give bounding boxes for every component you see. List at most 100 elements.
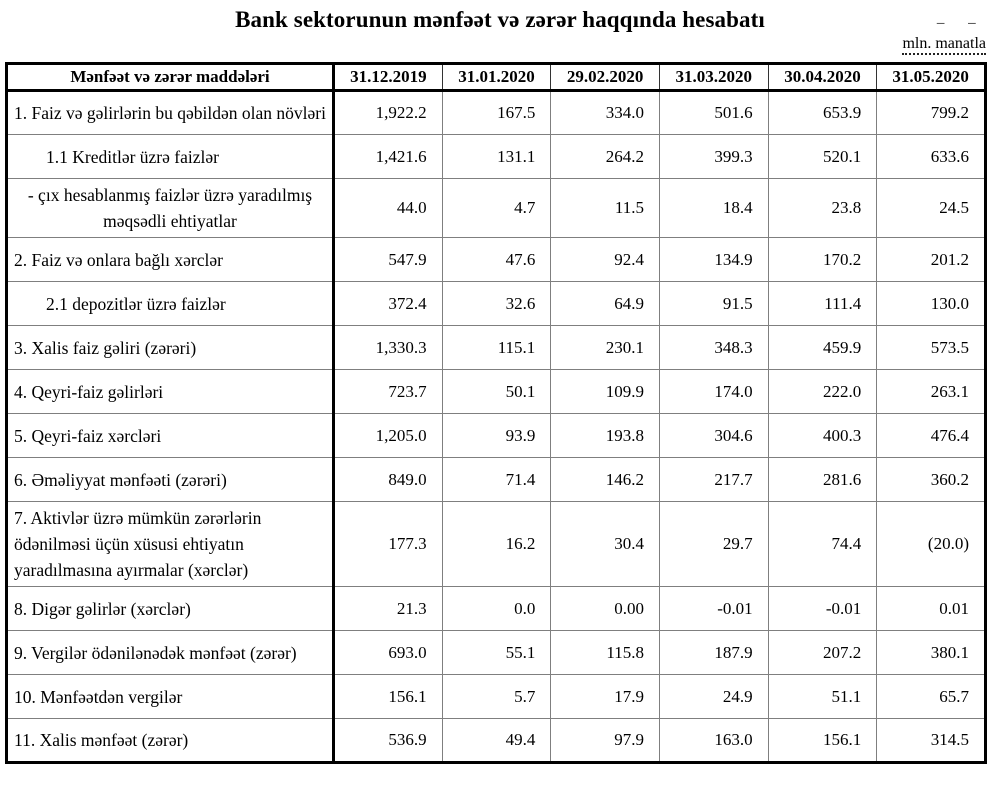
value-cell: 174.0 bbox=[658, 369, 769, 414]
profit-loss-table: Mənfəət və zərər maddələri 31.12.2019 31.0… bbox=[5, 62, 987, 764]
value-cell: 459.9 bbox=[767, 325, 878, 370]
row-label: 5. Qeyri-faiz xərcləri bbox=[6, 413, 335, 458]
value-cell: 71.4 bbox=[441, 457, 552, 502]
header-date-column: 31.01.2020 bbox=[441, 63, 552, 92]
value-cell: 167.5 bbox=[441, 90, 552, 135]
value-cell: 372.4 bbox=[333, 281, 443, 326]
table-row: 1. Faiz və gəlirlərin bu qəbildən olan n… bbox=[6, 90, 986, 135]
value-cell: 520.1 bbox=[767, 134, 878, 179]
table-header: Mənfəət və zərər maddələri 31.12.2019 31.0… bbox=[6, 63, 986, 92]
value-cell: 24.5 bbox=[876, 178, 986, 238]
header-date-column: 31.03.2020 bbox=[658, 63, 769, 92]
value-cell: 476.4 bbox=[876, 413, 986, 458]
value-cell: 130.0 bbox=[876, 281, 986, 326]
value-cell: 11.5 bbox=[550, 178, 660, 238]
value-cell: 55.1 bbox=[441, 630, 552, 675]
value-cell: 146.2 bbox=[550, 457, 660, 502]
value-cell: 21.3 bbox=[333, 586, 443, 631]
value-cell: 281.6 bbox=[767, 457, 878, 502]
row-label: 1.1 Kreditlər üzrə faizlər bbox=[6, 134, 335, 179]
value-cell: 547.9 bbox=[333, 237, 443, 282]
value-cell: 111.4 bbox=[767, 281, 878, 326]
value-cell: 263.1 bbox=[876, 369, 986, 414]
value-cell: 849.0 bbox=[333, 457, 443, 502]
value-cell: 16.2 bbox=[441, 501, 552, 587]
value-cell: 0.01 bbox=[876, 586, 986, 631]
value-cell: 134.9 bbox=[658, 237, 769, 282]
table-row: 11. Xalis mənfəət (zərər) 536.9 49.4 97.9 16… bbox=[6, 718, 986, 763]
value-cell: 30.4 bbox=[550, 501, 660, 587]
value-cell: 653.9 bbox=[767, 90, 878, 135]
value-cell: 177.3 bbox=[333, 501, 443, 587]
value-cell: 334.0 bbox=[550, 90, 660, 135]
value-cell: 536.9 bbox=[333, 718, 443, 763]
value-cell: 92.4 bbox=[550, 237, 660, 282]
unit-note-label: mln. manatla bbox=[902, 35, 986, 55]
value-cell: 74.4 bbox=[767, 501, 878, 587]
value-cell: 1,421.6 bbox=[333, 134, 443, 179]
value-cell: 156.1 bbox=[767, 718, 878, 763]
row-label: 11. Xalis mənfəət (zərər) bbox=[6, 718, 335, 763]
value-cell: 109.9 bbox=[550, 369, 660, 414]
value-cell: 217.7 bbox=[658, 457, 769, 502]
row-label: 4. Qeyri-faiz gəlirləri bbox=[6, 369, 335, 414]
value-cell: 17.9 bbox=[550, 674, 660, 719]
table-row: 5. Qeyri-faiz xərcləri 1,205.0 93.9 193.8 30… bbox=[6, 413, 986, 458]
table-row: 9. Vergilər ödənilənədək mənfəət (zərər)… bbox=[6, 630, 986, 675]
table-row: 3. Xalis faiz gəliri (zərəri) 1,330.3 115.… bbox=[6, 325, 986, 370]
table-row: 2. Faiz və onlara bağlı xərclər 547.9 47.6… bbox=[6, 237, 986, 282]
row-label: 2.1 depozitlər üzrə faizlər bbox=[6, 281, 335, 326]
value-cell: 693.0 bbox=[333, 630, 443, 675]
value-cell: 501.6 bbox=[658, 90, 769, 135]
value-cell: 222.0 bbox=[767, 369, 878, 414]
value-cell: 44.0 bbox=[333, 178, 443, 238]
value-cell: 163.0 bbox=[658, 718, 769, 763]
overbar-marks: ¯ ¯ bbox=[936, 22, 986, 38]
table-row: 6. Əməliyyat mənfəəti (zərəri) 849.0 71.4 1… bbox=[6, 457, 986, 502]
value-cell: 32.6 bbox=[441, 281, 552, 326]
value-cell: 24.9 bbox=[658, 674, 769, 719]
value-cell: 91.5 bbox=[658, 281, 769, 326]
table-row: 10. Mənfəətdən vergilər 156.1 5.7 17.9 24.9 5… bbox=[6, 674, 986, 719]
value-cell: 4.7 bbox=[441, 178, 552, 238]
value-cell: 50.1 bbox=[441, 369, 552, 414]
table-row: 7. Aktivlər üzrə mümkün zərərlərin ödəni… bbox=[6, 501, 986, 587]
value-cell: -0.01 bbox=[658, 586, 769, 631]
header-date-column: 29.02.2020 bbox=[550, 63, 660, 92]
value-cell: 23.8 bbox=[767, 178, 878, 238]
value-cell: 115.8 bbox=[550, 630, 660, 675]
value-cell: 18.4 bbox=[658, 178, 769, 238]
row-label: 9. Vergilər ödənilənədək mənfəət (zərər) bbox=[6, 630, 335, 675]
value-cell: 360.2 bbox=[876, 457, 986, 502]
value-cell: 0.0 bbox=[441, 586, 552, 631]
value-cell: 264.2 bbox=[550, 134, 660, 179]
table-row: - çıx hesablanmış faizlər üzrə yaradılmı… bbox=[6, 178, 986, 238]
row-label: 2. Faiz və onlara bağlı xərclər bbox=[6, 237, 335, 282]
header-date-column: 31.05.2020 bbox=[876, 63, 986, 92]
value-cell: 49.4 bbox=[441, 718, 552, 763]
value-cell: (20.0) bbox=[876, 501, 986, 587]
unit-note: ¯ ¯ mln. manatla bbox=[902, 22, 986, 55]
header-items-column: Mənfəət və zərər maddələri bbox=[6, 63, 335, 92]
value-cell: 131.1 bbox=[441, 134, 552, 179]
value-cell: 400.3 bbox=[767, 413, 878, 458]
value-cell: 51.1 bbox=[767, 674, 878, 719]
value-cell: 399.3 bbox=[658, 134, 769, 179]
value-cell: 187.9 bbox=[658, 630, 769, 675]
value-cell: 115.1 bbox=[441, 325, 552, 370]
value-cell: 5.7 bbox=[441, 674, 552, 719]
value-cell: -0.01 bbox=[767, 586, 878, 631]
value-cell: 93.9 bbox=[441, 413, 552, 458]
value-cell: 193.8 bbox=[550, 413, 660, 458]
value-cell: 97.9 bbox=[550, 718, 660, 763]
row-label: 7. Aktivlər üzrə mümkün zərərlərin ödəni… bbox=[6, 501, 335, 587]
row-label: 1. Faiz və gəlirlərin bu qəbildən olan n… bbox=[6, 90, 335, 135]
value-cell: 201.2 bbox=[876, 237, 986, 282]
value-cell: 633.6 bbox=[876, 134, 986, 179]
value-cell: 156.1 bbox=[333, 674, 443, 719]
table-row: 2.1 depozitlər üzrə faizlər 372.4 32.6 64.9… bbox=[6, 281, 986, 326]
table-row: 8. Digər gəlirlər (xərclər) 21.3 0.0 0.00 -0… bbox=[6, 586, 986, 631]
value-cell: 170.2 bbox=[767, 237, 878, 282]
value-cell: 799.2 bbox=[876, 90, 986, 135]
